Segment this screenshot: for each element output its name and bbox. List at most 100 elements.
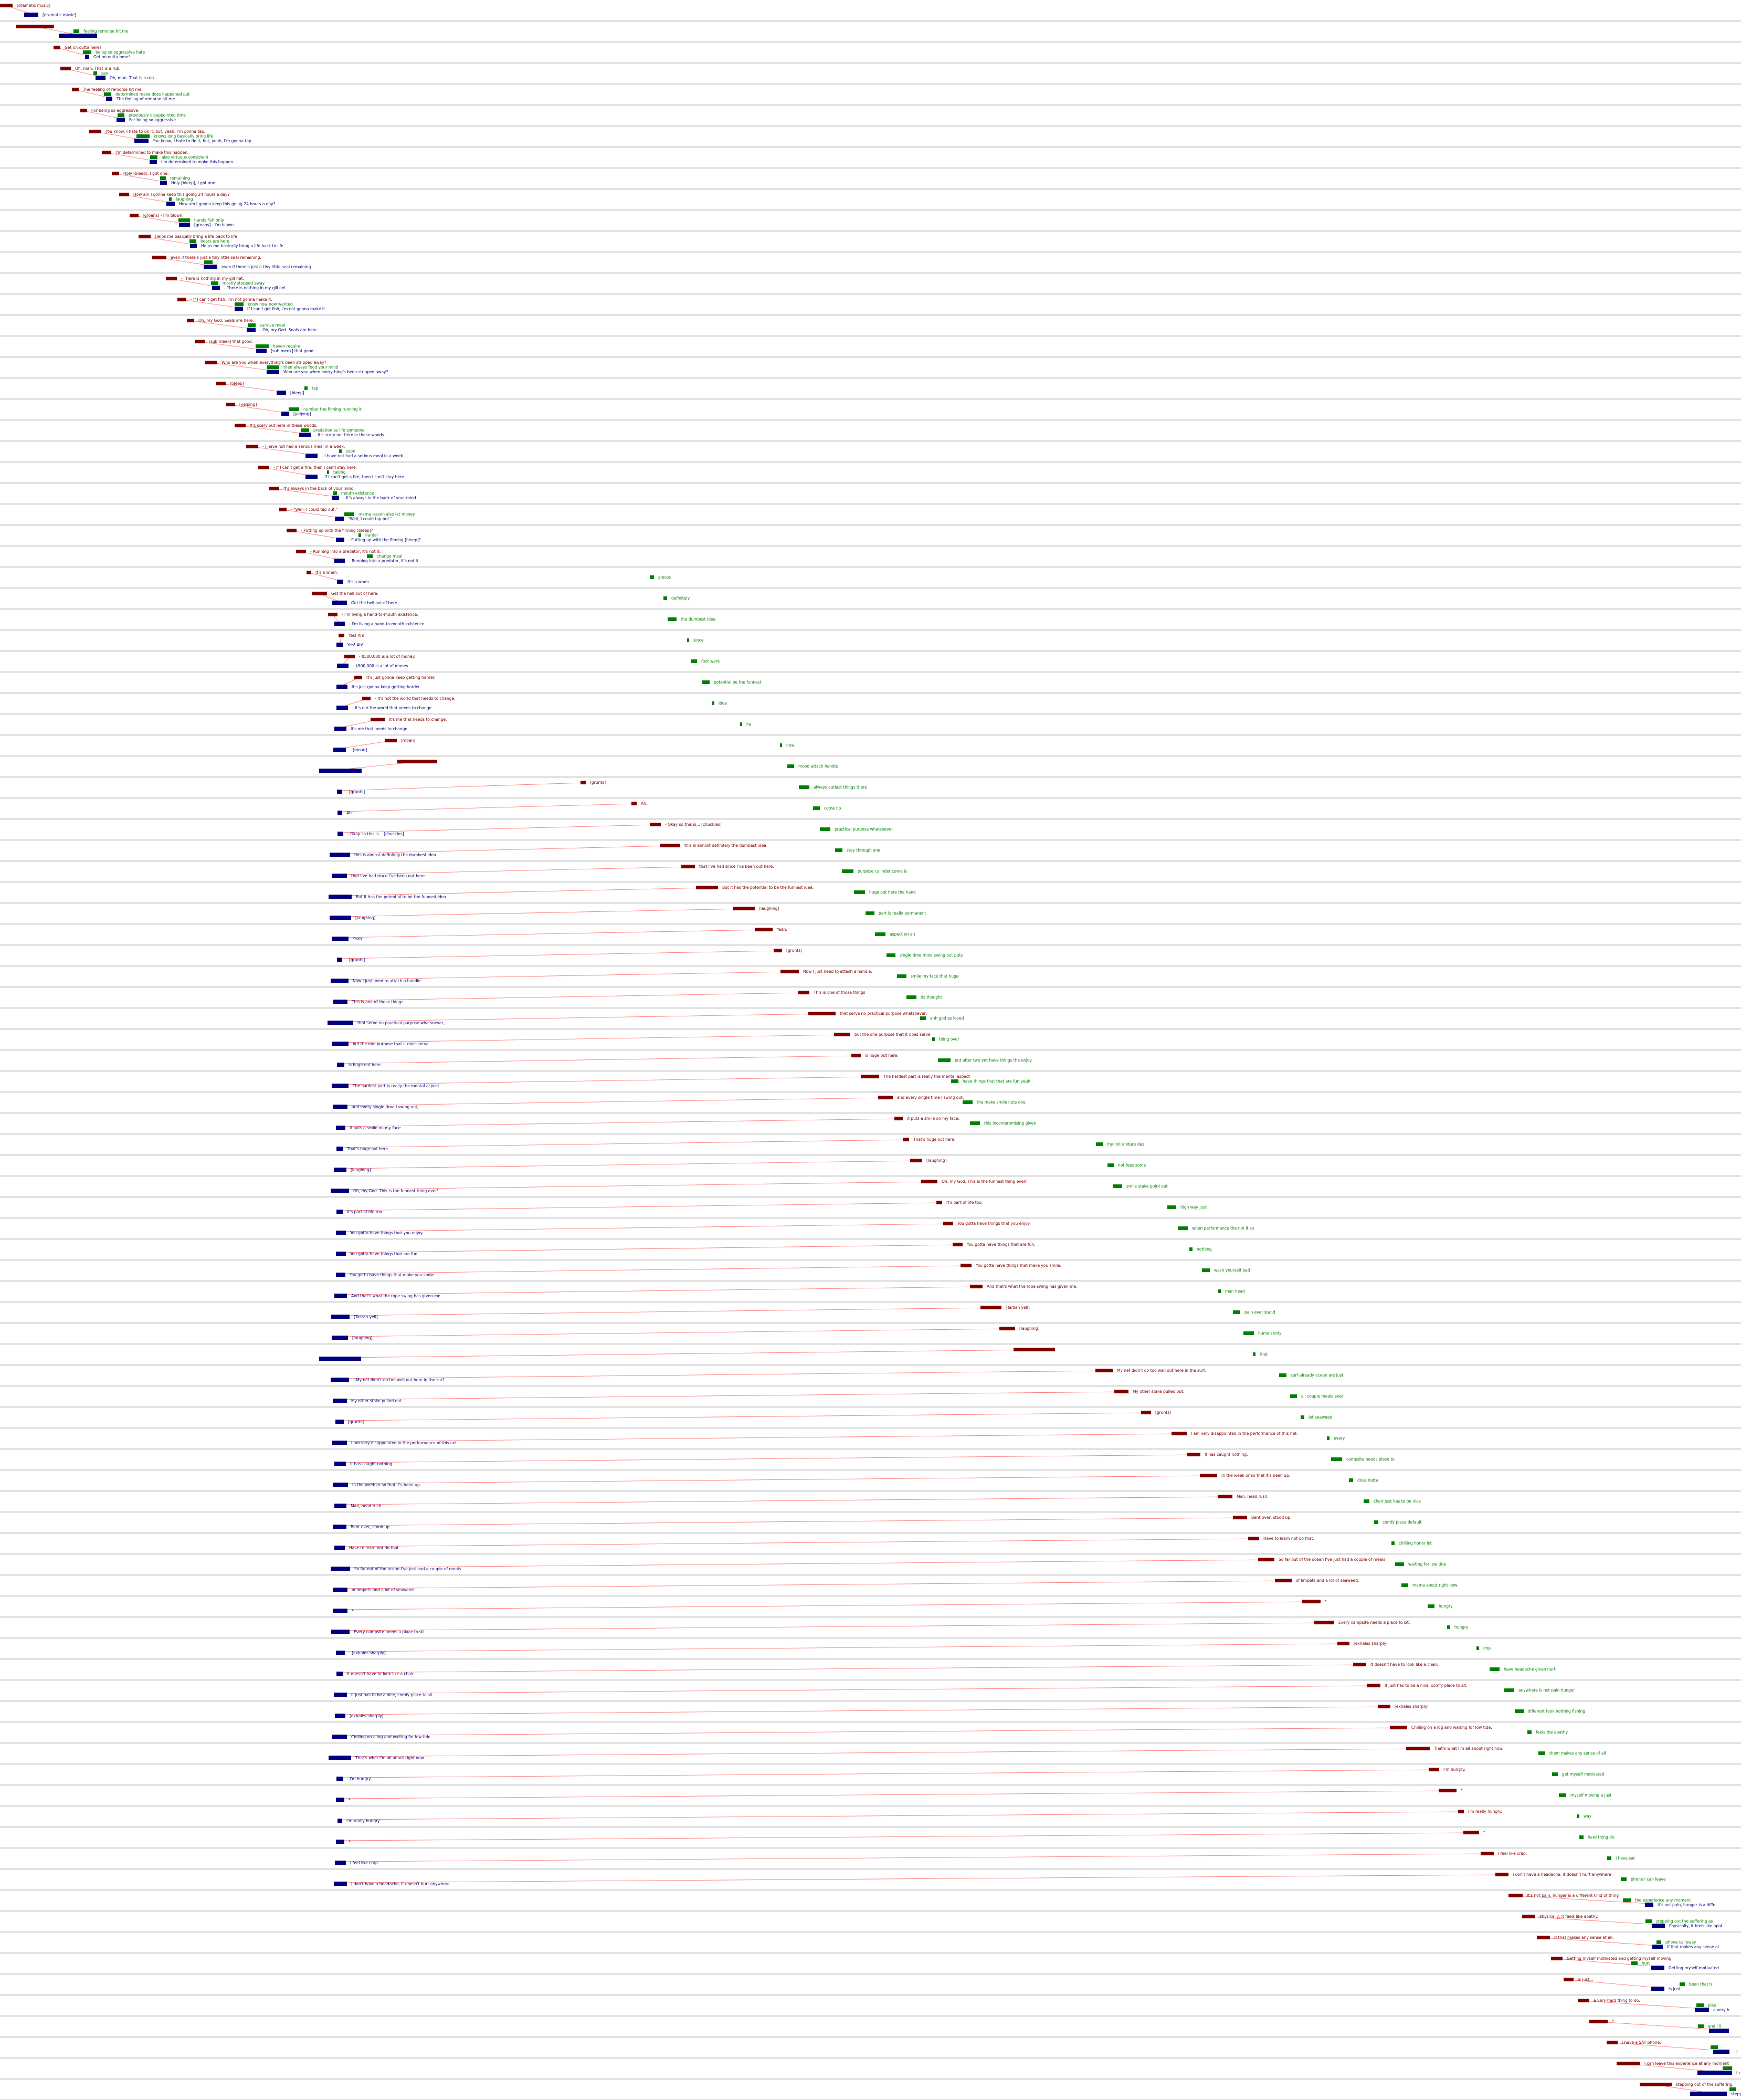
aligned-label: it's not pain, hunger is a diffe — [1658, 1903, 1715, 1907]
aligned-bar — [331, 1315, 350, 1319]
hypothesis-bar — [1504, 1688, 1514, 1692]
hypothesis-bar — [1202, 1268, 1210, 1272]
reference-label: You gotta have things that are fun. — [966, 1242, 1036, 1247]
hypothesis-bar — [1301, 1415, 1304, 1419]
reference-label: Bent over, stood up. — [1251, 1515, 1291, 1520]
aligned-label: [groans] - I'm blown. — [194, 223, 235, 227]
aligned-label: If I can't get fish, I'm not gonna make … — [247, 307, 326, 311]
hypothesis-label: waiting for low tide — [1408, 1562, 1446, 1567]
alignment-link — [340, 1622, 1325, 1631]
hypothesis-label: knows long basically bring life — [154, 134, 213, 139]
hypothesis-bar — [1218, 1289, 1221, 1293]
hypothesis-bar — [932, 1037, 935, 1041]
reference-label: For being so aggressive. — [91, 108, 139, 113]
alignment-link — [340, 1118, 899, 1127]
hypothesis-bar — [339, 449, 342, 453]
aligned-label: [sub meek] that good. — [271, 349, 315, 353]
aligned-label: it puts a smile on my face. — [350, 1126, 402, 1130]
alignment-link — [159, 257, 211, 266]
hypothesis-bar — [1107, 1163, 1114, 1167]
aligned-bar — [333, 1105, 347, 1109]
reference-label: I'm hungry. — [1443, 1767, 1465, 1772]
reference-bar — [344, 655, 355, 658]
aligned-label: I'm really hungry. — [346, 1819, 381, 1823]
hypothesis-label: mouth existence — [341, 491, 374, 496]
hypothesis-label: surf already ocean are just — [1291, 1373, 1343, 1378]
alignment-link — [340, 1601, 1312, 1610]
reference-label: Helps me basically bring a life back to … — [155, 234, 237, 239]
reference-label: Physically, it feels like apathy. — [1539, 1914, 1598, 1919]
hypothesis-bar — [118, 113, 124, 117]
reference-bar — [1302, 1600, 1321, 1603]
aligned-bar — [204, 265, 217, 269]
hypothesis-label: the dumbest idea — [681, 617, 715, 622]
reference-bar — [166, 277, 177, 280]
hypothesis-label: foot work — [701, 659, 720, 664]
alignment-link — [1598, 2021, 1719, 2030]
aligned-label: Yes! Ah! — [347, 643, 363, 647]
aligned-label: - I have not had a serious meal in a wee… — [322, 454, 404, 458]
aligned-bar — [336, 1210, 343, 1214]
aligned-label: And that's what the rope swing has given… — [351, 1294, 441, 1298]
hypothesis-label: then always food your mind — [283, 365, 339, 370]
aligned-label: [Tarzan yell] — [354, 1315, 378, 1319]
aligned-bar — [319, 1357, 361, 1361]
alignment-link — [1515, 1895, 1650, 1904]
reference-bar — [999, 1327, 1015, 1330]
hypothesis-bar — [1621, 1877, 1627, 1881]
hypothesis-bar — [73, 29, 79, 33]
hypothesis-bar — [204, 260, 213, 264]
reference-label: that I've had since I've been out here. — [699, 864, 774, 869]
reference-bar — [1378, 1705, 1390, 1708]
reference-bar — [774, 949, 782, 952]
reference-bar — [733, 907, 755, 910]
alignment-link — [339, 1664, 1360, 1673]
aligned-bar — [85, 55, 89, 59]
aligned-label: "Well, I could tap out." — [348, 517, 392, 521]
hypothesis-label: phone calloway — [1665, 1940, 1696, 1945]
alignment-link — [340, 824, 656, 833]
alignment-link — [340, 1076, 870, 1085]
reference-label: Every campsite needs a place to sit. — [1338, 1620, 1410, 1625]
aligned-bar — [336, 1672, 343, 1676]
aligned-bar — [150, 160, 157, 164]
hypothesis-label: determined make does happened put — [115, 92, 190, 97]
hypothesis-bar — [211, 281, 218, 285]
reference-bar — [660, 844, 680, 847]
aligned-bar — [336, 685, 347, 689]
aligned-bar — [332, 1042, 349, 1046]
aligned-bar — [336, 1231, 346, 1235]
reference-label: is just... — [1578, 1977, 1593, 1982]
hypothesis-bar — [1631, 1961, 1638, 1965]
aligned-label: a very h — [1713, 2008, 1729, 2012]
hypothesis-label: mama about right now — [1412, 1583, 1458, 1588]
aligned-label: The hardest part is really the mental as… — [352, 1084, 439, 1088]
aligned-label: I feel like crap. — [350, 1861, 379, 1865]
reference-label: [grunts] — [786, 948, 802, 953]
hypothesis-bar — [1698, 2024, 1704, 2028]
hypothesis-label: anywhere is not pain hunger — [1518, 1688, 1575, 1693]
reference-label: and every single time I swing out, — [897, 1095, 964, 1100]
hypothesis-bar — [780, 743, 782, 747]
hypothesis-label: tap — [312, 386, 319, 391]
aligned-label: It has caught nothing. — [350, 1462, 394, 1466]
alignment-link — [190, 320, 251, 329]
alignment-link — [199, 341, 262, 350]
reference-bar — [339, 634, 344, 637]
alignment-link — [210, 362, 273, 371]
reference-label: [grunts] — [1155, 1410, 1171, 1415]
aligned-bar — [334, 1168, 346, 1172]
hypothesis-bar — [1538, 1751, 1545, 1755]
hypothesis-label: always outlast things there — [814, 785, 867, 790]
hypothesis-bar — [866, 911, 874, 915]
reference-label: In the week or so that it's been up. — [1221, 1473, 1290, 1478]
aligned-bar — [247, 328, 256, 332]
aligned-label: [laughing] — [352, 1336, 372, 1340]
aligned-label: I don't have a headache, it doesn't hurt… — [351, 1882, 450, 1886]
alignment-link — [124, 194, 171, 203]
alignment-link — [339, 1433, 1179, 1442]
aligned-label: - It's scary out here in these woods. — [315, 433, 385, 437]
reference-bar — [312, 592, 327, 595]
alignment-link — [182, 299, 239, 308]
aligned-label: Ah. — [346, 811, 353, 815]
